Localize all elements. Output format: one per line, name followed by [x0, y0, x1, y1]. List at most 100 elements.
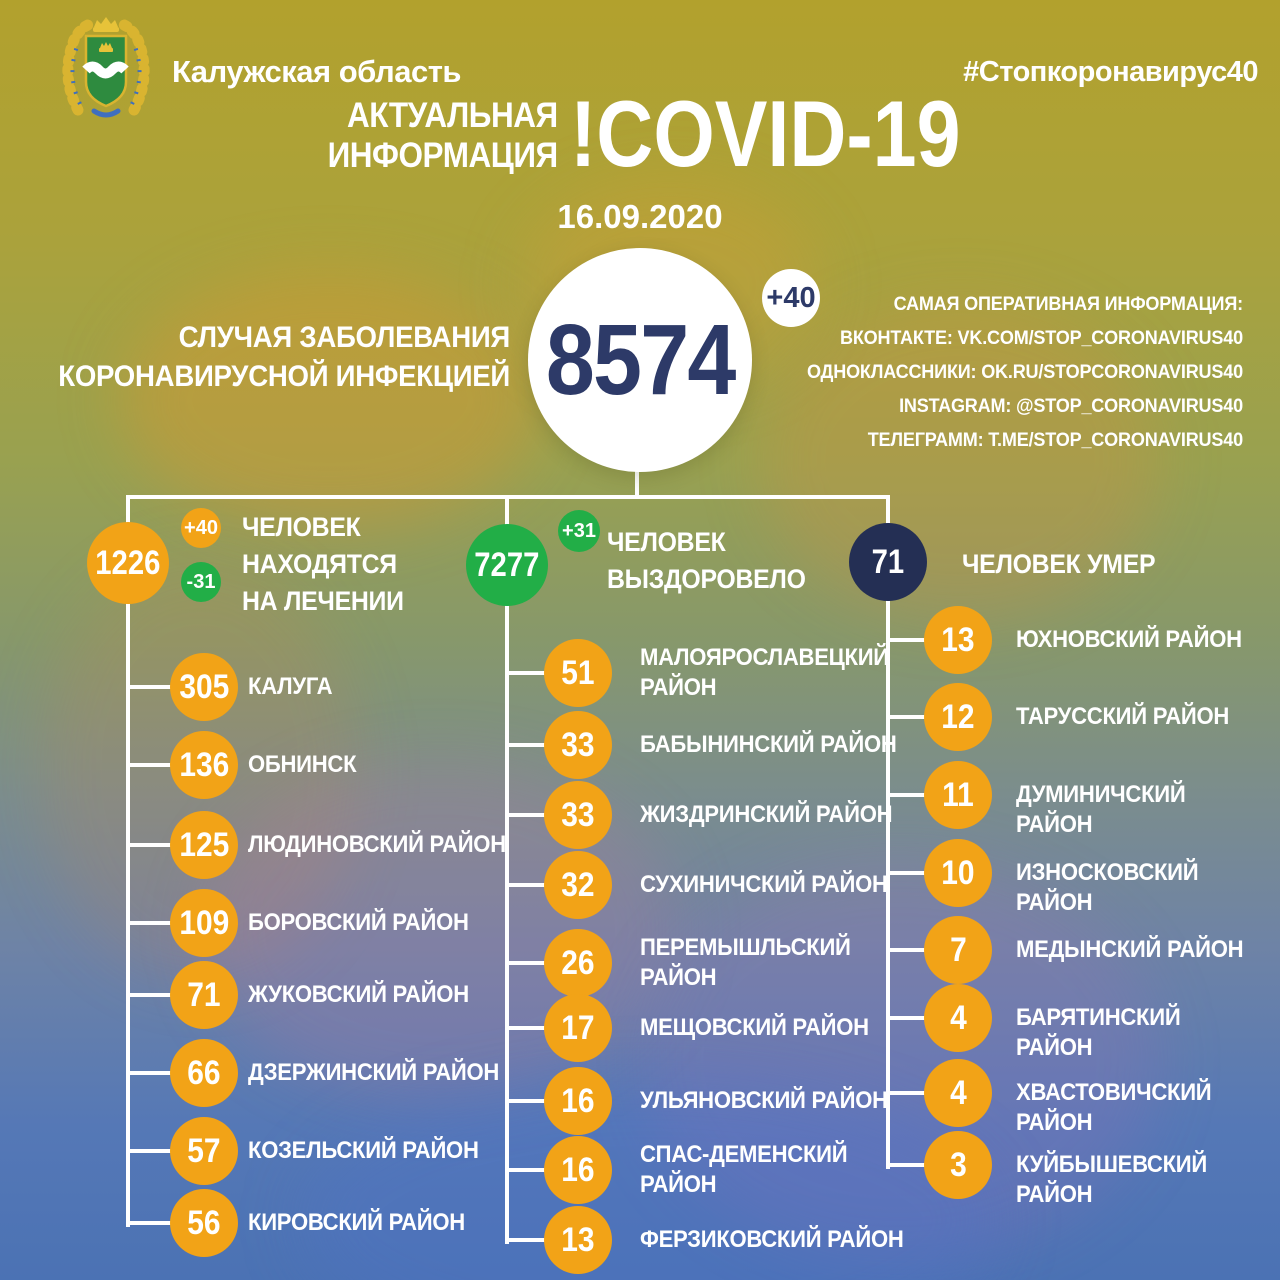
- social-info-title: САМАЯ ОПЕРАТИВНАЯ ИНФОРМАЦИЯ:: [893, 294, 1244, 315]
- region-count: 66: [187, 1053, 221, 1092]
- region-label: МЕЩОВСКИЙ РАЙОН: [640, 1014, 869, 1041]
- region-label: ФЕРЗИКОВСКИЙ РАЙОН: [640, 1226, 904, 1253]
- connector-line: [505, 813, 552, 817]
- total-cases-circle: 8574: [528, 248, 752, 472]
- region-count: 33: [561, 725, 595, 764]
- connector-line: [635, 466, 639, 497]
- connector-line: [126, 1071, 178, 1075]
- region-count: 7: [949, 930, 967, 969]
- social-info-block: САМАЯ ОПЕРАТИВНАЯ ИНФОРМАЦИЯ: ВКОНТАКТЕ:…: [807, 288, 1243, 458]
- on-treatment-circle: 1226: [87, 522, 169, 604]
- region-count-badge: 71: [170, 961, 238, 1029]
- region-count: 33: [561, 795, 595, 834]
- connector-line: [886, 1091, 932, 1095]
- connector-line: [505, 1099, 552, 1103]
- connector-line: [886, 871, 932, 875]
- region-count: 32: [561, 865, 595, 904]
- social-link-ok: ОДНОКЛАССНИКИ: OK.RU/STOPCORONAVIRUS40: [806, 362, 1243, 383]
- region-count: 4: [949, 1073, 967, 1112]
- social-link-vk: ВКОНТАКТЕ: VK.COM/STOP_CORONAVIRUS40: [840, 328, 1243, 349]
- region-label: УЛЬЯНОВСКИЙ РАЙОН: [640, 1087, 888, 1114]
- connector-line: [126, 843, 178, 847]
- deaths-label: ЧЕЛОВЕК УМЕР: [962, 549, 1156, 579]
- connector-line: [886, 1163, 932, 1167]
- total-cases-delta: +40: [766, 281, 816, 314]
- connector-line: [505, 1238, 552, 1242]
- region-label: ДУМИНИЧСКИЙ РАЙОН: [1016, 781, 1186, 838]
- region-count: 17: [561, 1008, 595, 1047]
- swirl-blob: [120, 270, 540, 530]
- region-count-badge: 57: [170, 1117, 238, 1185]
- delta-text: +40: [184, 516, 218, 539]
- on-treatment-value: 1226: [95, 543, 161, 582]
- connector-line: [886, 793, 932, 797]
- region-label: ИЗНОСКОВСКИЙ РАЙОН: [1016, 859, 1199, 916]
- region-label: БАБЫНИНСКИЙ РАЙОН: [640, 731, 897, 758]
- region-count-badge: 56: [170, 1189, 238, 1257]
- region-count: 4: [949, 998, 967, 1037]
- region-count: 3: [949, 1145, 967, 1184]
- region-count: 125: [179, 825, 229, 864]
- region-count: 16: [561, 1150, 595, 1189]
- region-count: 11: [942, 775, 974, 814]
- region-label: КИРОВСКИЙ РАЙОН: [248, 1209, 465, 1236]
- connector-line: [505, 495, 509, 1244]
- deaths-circle: 71: [849, 523, 927, 601]
- region-count: 12: [941, 697, 975, 736]
- region-label: ЖУКОВСКИЙ РАЙОН: [248, 981, 469, 1008]
- connector-line: [886, 495, 890, 1169]
- region-label: КАЛУГА: [248, 673, 333, 700]
- delta-text: +31: [562, 519, 596, 542]
- total-cases-delta-badge: +40: [762, 269, 820, 327]
- connector-line: [126, 685, 178, 689]
- kaluga-coat-of-arms-icon: [62, 17, 150, 118]
- recovered-delta: +31: [558, 510, 600, 552]
- region-label: МАЛОЯРОСЛАВЕЦКИЙ РАЙОН: [640, 644, 889, 701]
- connector-line: [126, 1221, 178, 1225]
- region-count-badge: 13: [924, 606, 992, 674]
- region-label: ТАРУССКИЙ РАЙОН: [1016, 703, 1230, 730]
- region-count-badge: 305: [170, 653, 238, 721]
- region-count: 10: [941, 853, 975, 892]
- covid-title: !COVID-19: [570, 81, 961, 186]
- info-label: АКТУАЛЬНАЯ ИНФОРМАЦИЯ: [327, 96, 559, 175]
- region-count: 109: [179, 903, 229, 942]
- region-count-badge: 11: [924, 761, 992, 829]
- connector-line: [886, 948, 932, 952]
- on-treatment-label: ЧЕЛОВЕК НАХОДЯТСЯ НА ЛЕЧЕНИИ: [242, 512, 404, 616]
- region-count-badge: 125: [170, 811, 238, 879]
- total-cases-value: 8574: [545, 303, 736, 416]
- region-count-badge: 10: [924, 839, 992, 907]
- connector-line: [126, 1149, 178, 1153]
- region-count: 51: [561, 653, 595, 692]
- region-count: 16: [561, 1081, 595, 1120]
- delta-text: -31: [186, 570, 216, 593]
- connector-line: [886, 715, 932, 719]
- connector-line: [505, 1168, 552, 1172]
- region-count-badge: 13: [544, 1206, 612, 1274]
- connector-line: [126, 993, 178, 997]
- region-label: ПЕРЕМЫШЛЬСКИЙ РАЙОН: [640, 934, 851, 991]
- region-label: БАРЯТИНСКИЙ РАЙОН: [1016, 1004, 1181, 1061]
- region-count: 57: [187, 1131, 221, 1170]
- social-link-instagram: INSTAGRAM: @STOP_CORONAVIRUS40: [899, 396, 1243, 417]
- region-label: МЕДЫНСКИЙ РАЙОН: [1016, 936, 1244, 963]
- region-label: БОРОВСКИЙ РАЙОН: [248, 909, 469, 936]
- recovered-circle: 7277: [466, 524, 548, 606]
- region-count: 13: [561, 1220, 595, 1259]
- on-treatment-delta-down: -31: [181, 562, 221, 602]
- region-count: 71: [187, 975, 221, 1014]
- report-date: 16.09.2020: [557, 198, 723, 235]
- connector-line: [126, 495, 130, 1227]
- region-count-badge: 4: [924, 1059, 992, 1127]
- region-count-badge: 16: [544, 1136, 612, 1204]
- region-label: СУХИНИЧСКИЙ РАЙОН: [640, 871, 888, 898]
- region-count: 136: [179, 745, 229, 784]
- connector-line: [505, 671, 552, 675]
- region-count-badge: 4: [924, 984, 992, 1052]
- connector-line: [126, 763, 178, 767]
- region-count-badge: 33: [544, 781, 612, 849]
- connector-line: [505, 1026, 552, 1030]
- region-count-badge: 32: [544, 851, 612, 919]
